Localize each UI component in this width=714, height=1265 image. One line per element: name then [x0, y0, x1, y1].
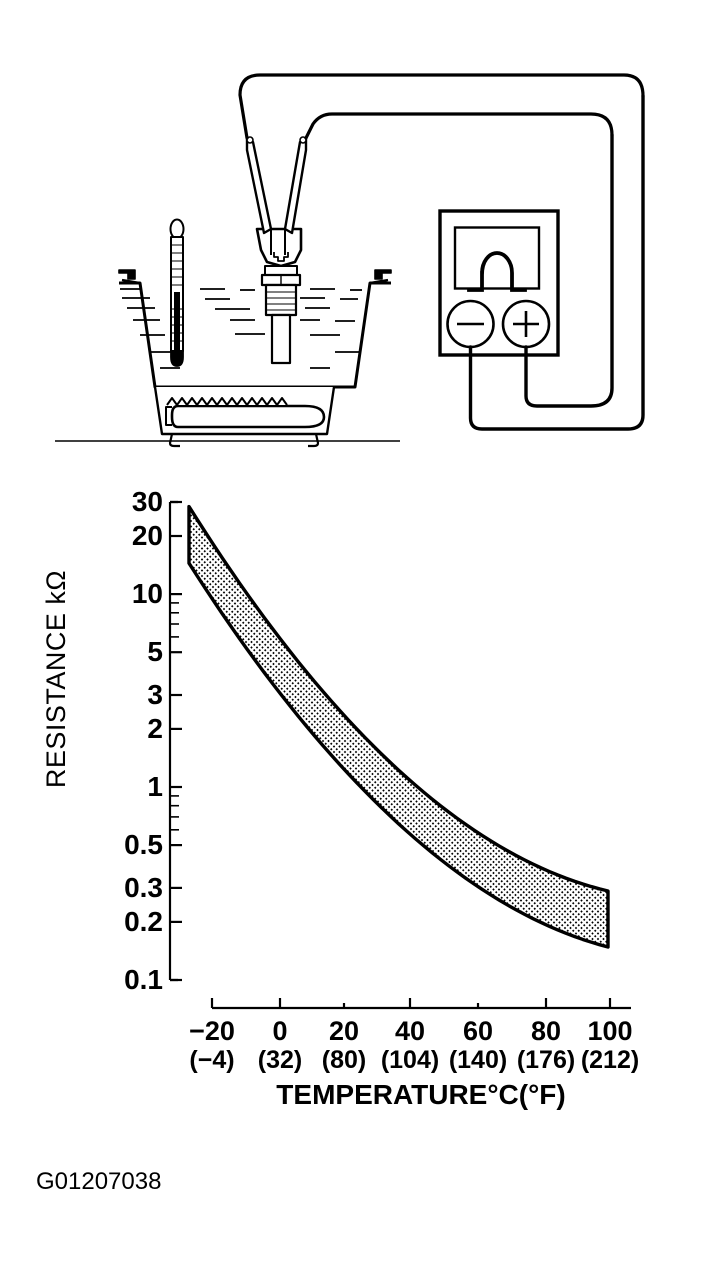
svg-text:RESISTANCE kΩ: RESISTANCE kΩ: [41, 570, 71, 788]
svg-text:0.2: 0.2: [124, 906, 163, 937]
svg-text:(176): (176): [517, 1046, 575, 1074]
svg-text:3: 3: [147, 679, 163, 710]
svg-text:G01207038: G01207038: [36, 1168, 161, 1195]
svg-text:5: 5: [147, 636, 163, 667]
svg-text:80: 80: [531, 1016, 561, 1046]
svg-text:(32): (32): [258, 1046, 302, 1074]
svg-text:20: 20: [329, 1016, 359, 1046]
svg-text:(140): (140): [449, 1046, 507, 1074]
svg-text:(212): (212): [581, 1046, 639, 1074]
svg-text:0.3: 0.3: [124, 872, 163, 903]
svg-text:10: 10: [132, 578, 163, 609]
svg-text:0.1: 0.1: [124, 964, 163, 995]
svg-text:0.5: 0.5: [124, 829, 163, 860]
svg-text:60: 60: [463, 1016, 493, 1046]
svg-text:0: 0: [272, 1016, 287, 1046]
svg-text:2: 2: [147, 713, 163, 744]
svg-text:(104): (104): [381, 1046, 439, 1074]
svg-text:100: 100: [587, 1016, 632, 1046]
svg-text:1: 1: [147, 771, 163, 802]
svg-text:TEMPERATURE°C(°F): TEMPERATURE°C(°F): [276, 1079, 565, 1110]
svg-text:(−4): (−4): [189, 1046, 234, 1074]
svg-text:−20: −20: [189, 1016, 235, 1046]
svg-text:40: 40: [395, 1016, 425, 1046]
svg-text:30: 30: [132, 486, 163, 517]
svg-text:20: 20: [132, 520, 163, 551]
svg-text:(80): (80): [322, 1046, 366, 1074]
